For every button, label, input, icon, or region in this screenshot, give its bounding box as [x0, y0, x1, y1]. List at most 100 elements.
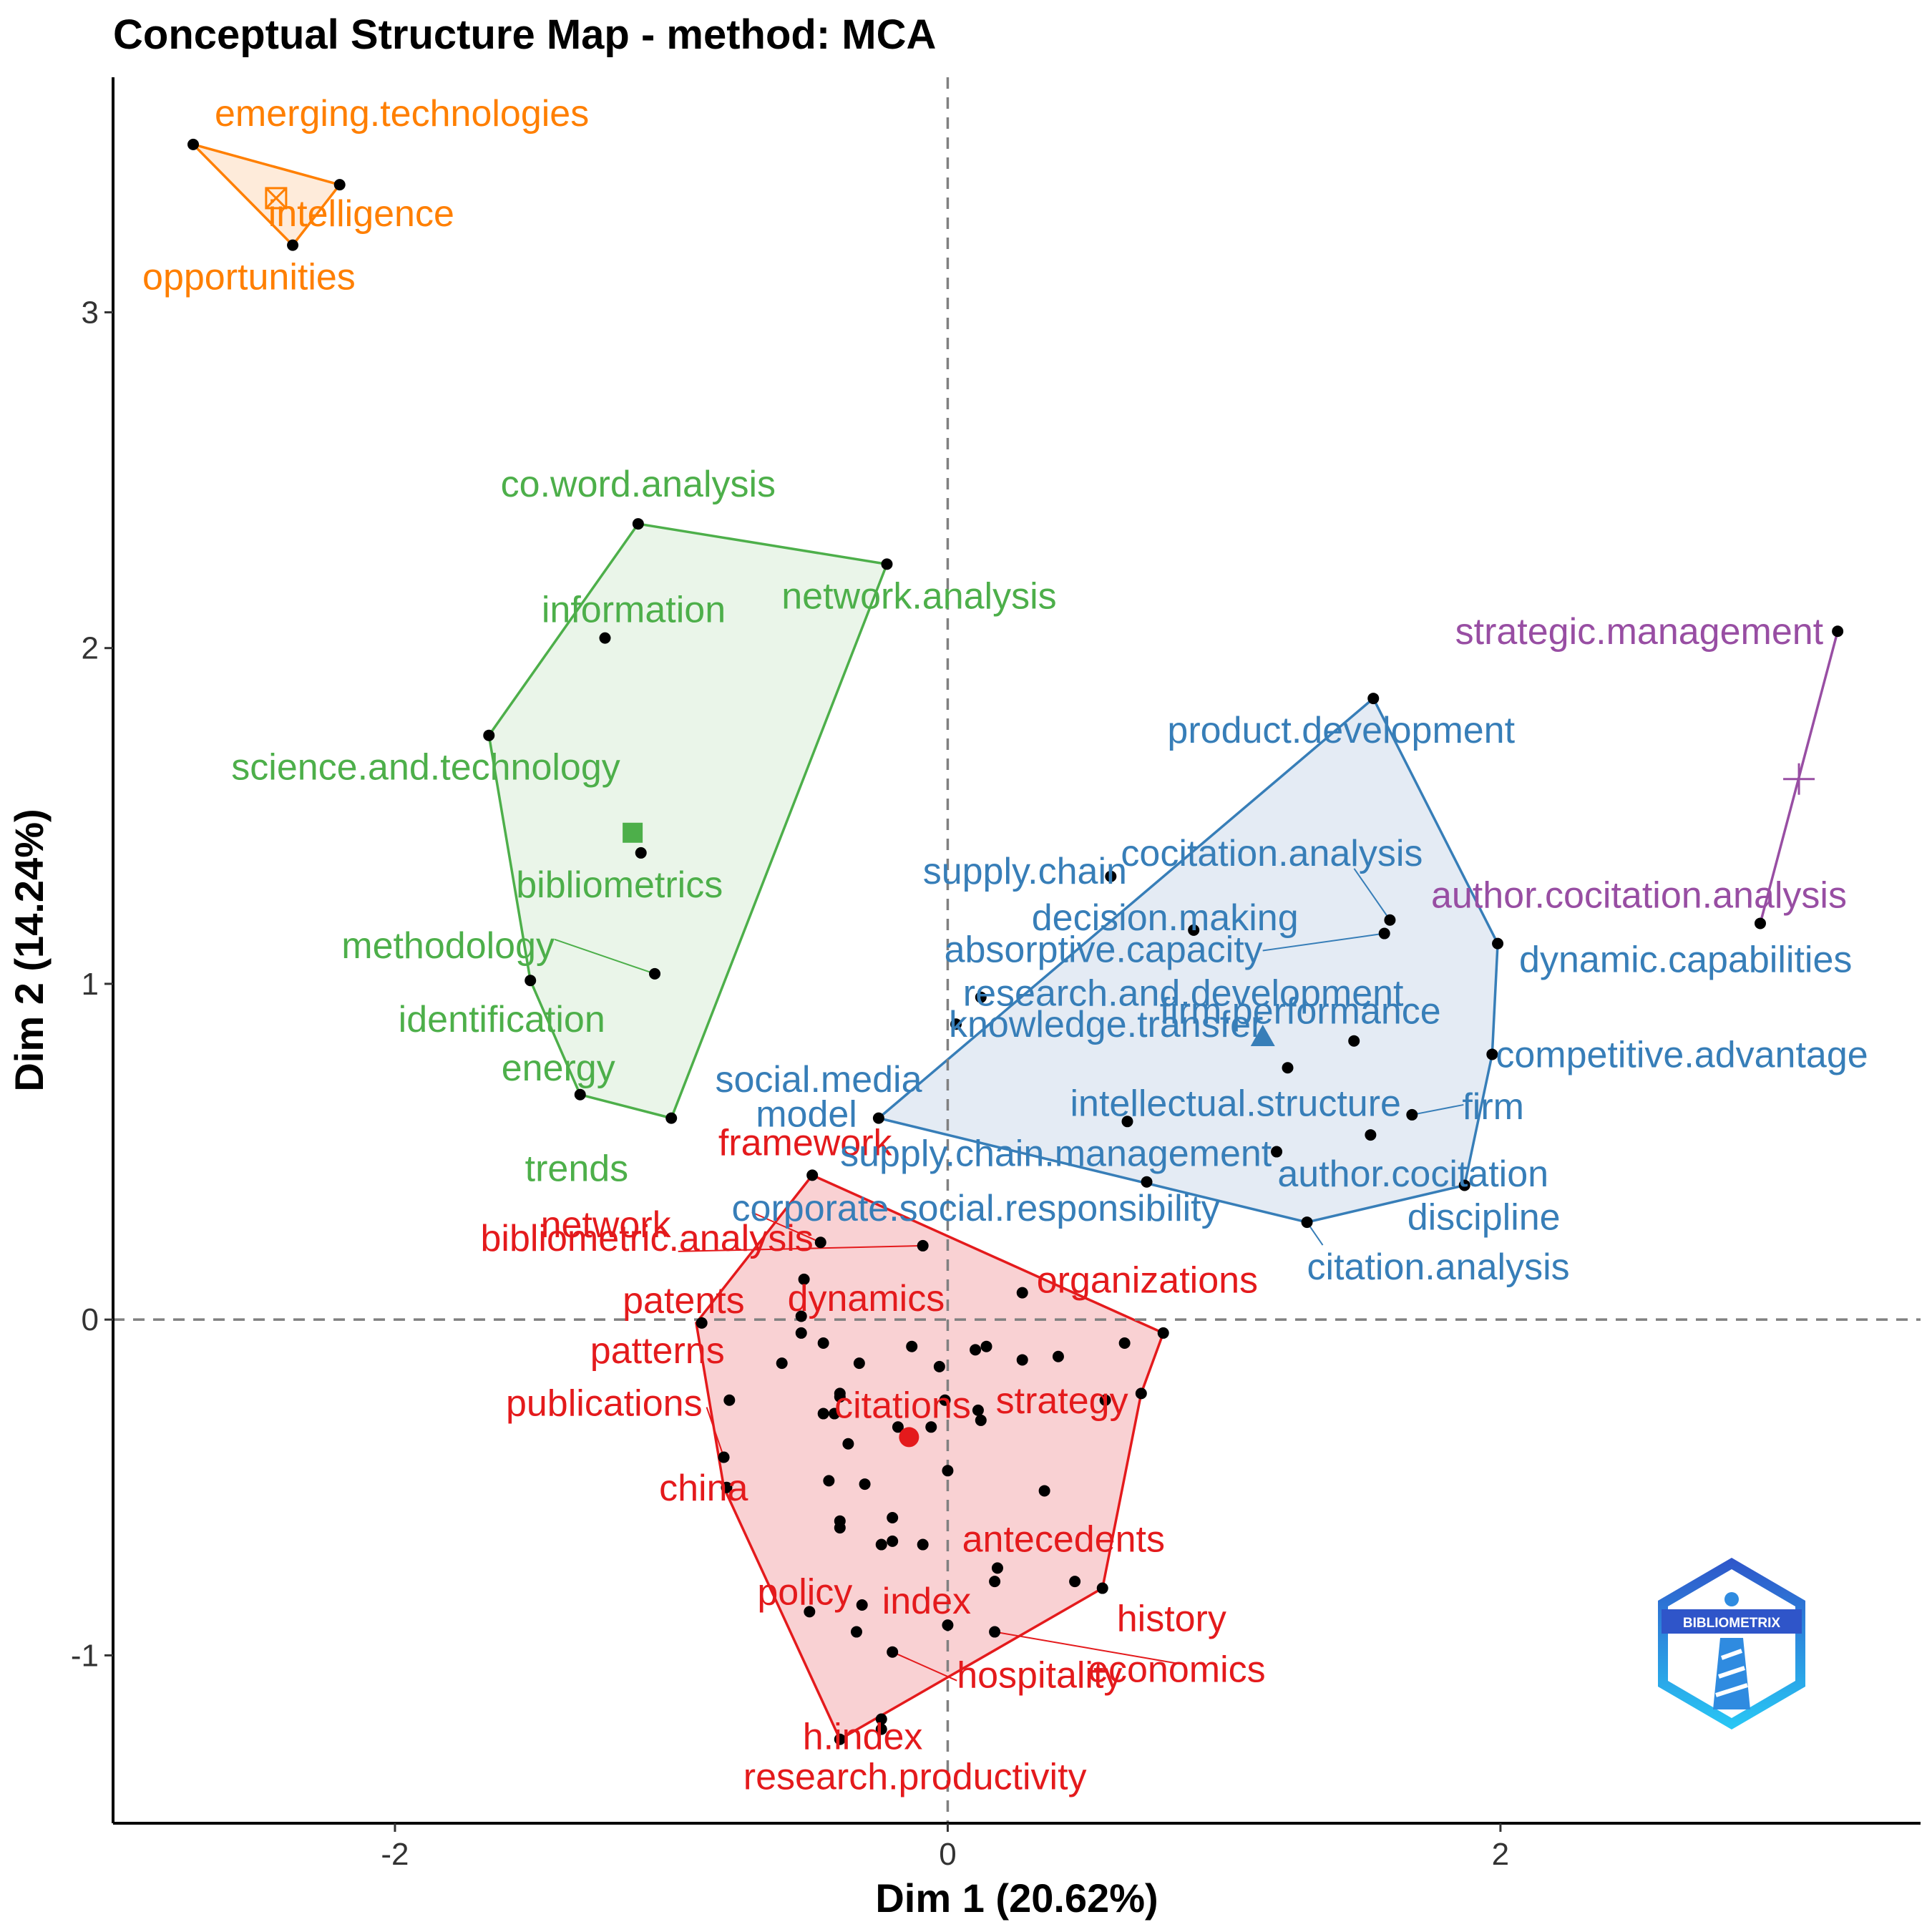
data-point	[942, 1619, 954, 1631]
data-point	[721, 1481, 733, 1493]
point-label: model	[756, 1094, 857, 1136]
bibliometrix-logo: BIBLIOMETRIX	[1658, 1558, 1805, 1729]
data-point	[1016, 1354, 1028, 1366]
data-point	[989, 1576, 1001, 1588]
cluster-4-centroid	[1783, 763, 1815, 795]
leader-line	[751, 1211, 821, 1244]
point-label: citation.analysis	[1307, 1246, 1570, 1288]
data-point	[1121, 1116, 1133, 1128]
y-tick-label: 0	[82, 1302, 99, 1337]
data-point	[525, 975, 537, 987]
data-point	[1754, 917, 1766, 930]
data-point	[925, 1421, 937, 1433]
point-label: citations	[834, 1385, 971, 1427]
cluster-1-centroid	[899, 1427, 919, 1448]
point-label: social.media	[716, 1059, 922, 1101]
point-label: opportunities	[142, 257, 356, 298]
leader-line	[1412, 1103, 1464, 1116]
point-label: firm	[1462, 1086, 1524, 1128]
data-point	[917, 1538, 929, 1551]
data-point	[834, 1522, 846, 1534]
data-point	[333, 179, 346, 191]
point-label: network	[541, 1204, 672, 1246]
leader-line	[678, 1244, 923, 1252]
point-label: patterns	[590, 1330, 725, 1372]
data-point	[1301, 1216, 1313, 1229]
data-point	[875, 1723, 887, 1735]
data-point	[975, 991, 987, 1003]
data-point	[817, 1337, 829, 1349]
data-point	[1406, 1108, 1418, 1121]
point-label: network.analysis	[781, 575, 1056, 617]
point-label: publications	[506, 1383, 703, 1425]
data-point	[917, 1239, 929, 1252]
data-point	[632, 518, 644, 530]
point-label: bibliometric.analysis	[480, 1218, 813, 1259]
data-point	[483, 729, 495, 741]
logo-text: BIBLIOMETRIX	[1683, 1616, 1780, 1631]
data-point	[1135, 1387, 1147, 1400]
cluster-centroids	[265, 187, 1815, 1448]
data-point	[939, 1394, 951, 1406]
point-label: index	[882, 1581, 971, 1622]
y-axis-title: Dim 2 (14.24%)	[6, 809, 52, 1091]
leader-line	[706, 1407, 725, 1458]
data-point	[887, 1512, 899, 1523]
data-point	[1365, 1129, 1377, 1141]
point-label: science.and.technology	[231, 747, 620, 789]
logo-banner	[1662, 1609, 1802, 1634]
data-point	[649, 967, 661, 980]
data-point	[972, 1404, 984, 1416]
point-label: energy	[502, 1048, 615, 1089]
chart-title: Conceptual Structure Map - method: MCA	[113, 11, 936, 58]
point-label: history	[1117, 1599, 1226, 1640]
data-point	[950, 1018, 962, 1030]
data-point	[187, 138, 200, 150]
label-leader-lines	[554, 868, 1464, 1682]
point-label: china	[659, 1468, 748, 1509]
point-label: supply.chain.management	[840, 1133, 1272, 1175]
data-point	[856, 1599, 868, 1611]
cluster-1-hull	[695, 1174, 1165, 1742]
data-point	[834, 1391, 846, 1403]
point-label: cocitation.analysis	[1121, 833, 1423, 874]
point-label: emerging.technologies	[215, 93, 589, 135]
point-label: h.index	[803, 1717, 923, 1758]
data-point	[1099, 1394, 1111, 1406]
data-point	[1384, 914, 1396, 926]
point-label: strategic.management	[1455, 611, 1824, 653]
x-tick-label: 2	[1492, 1837, 1509, 1872]
x-axis-title: Dim 1 (20.62%)	[875, 1875, 1158, 1921]
data-point	[892, 1421, 904, 1433]
data-point	[696, 1317, 708, 1329]
leader-line	[892, 1651, 957, 1682]
data-point	[906, 1340, 918, 1352]
point-label: absorptive.capacity	[945, 930, 1263, 971]
point-label: methodology	[341, 925, 555, 967]
data-point	[1118, 1337, 1131, 1349]
data-point	[599, 632, 611, 644]
point-label: organizations	[1037, 1260, 1258, 1302]
y-tick-label: 1	[82, 967, 99, 1002]
point-label: hospitality	[957, 1655, 1122, 1697]
data-point	[850, 1626, 862, 1638]
data-point	[842, 1438, 854, 1450]
data-point	[814, 1236, 826, 1249]
data-point	[804, 1606, 816, 1618]
data-point	[1157, 1327, 1169, 1339]
point-label: supply.chain	[923, 851, 1127, 892]
point-label: dynamic.capabilities	[1519, 940, 1852, 981]
data-point	[942, 1465, 954, 1477]
point-label: strategy	[996, 1380, 1128, 1422]
data-point	[287, 239, 299, 251]
point-label: co.word.analysis	[501, 464, 776, 505]
data-point	[1038, 1485, 1050, 1497]
point-label: competitive.advantage	[1496, 1034, 1868, 1075]
data-point	[817, 1407, 829, 1420]
cluster-5-centroid	[265, 187, 288, 210]
point-label: discipline	[1407, 1196, 1561, 1238]
data-point	[635, 847, 647, 859]
data-point	[1096, 1582, 1108, 1594]
